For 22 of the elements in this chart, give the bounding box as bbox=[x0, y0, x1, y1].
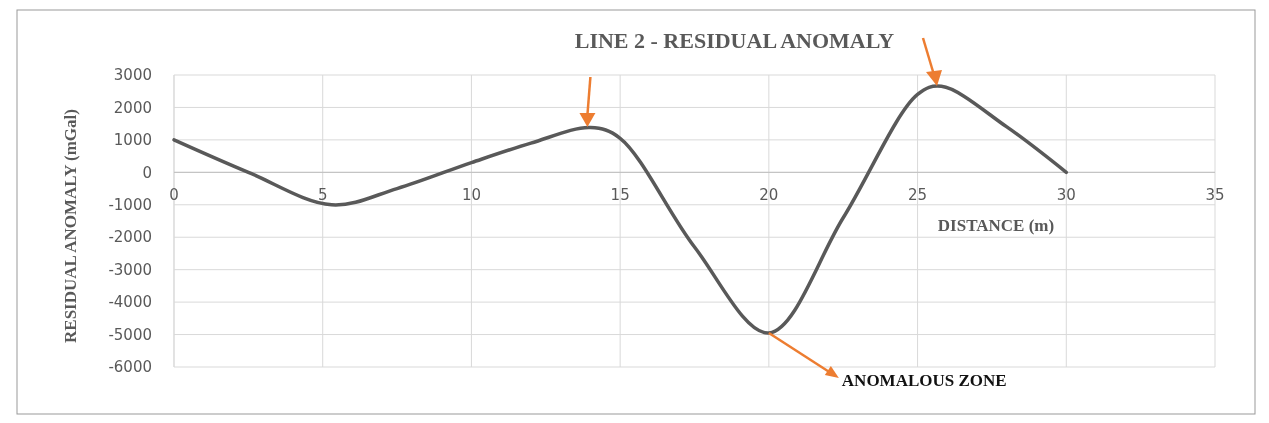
y-tick-label: -5000 bbox=[108, 325, 152, 344]
chart-title: LINE 2 - RESIDUAL ANOMALY bbox=[574, 28, 895, 53]
x-tick-label: 25 bbox=[908, 186, 928, 205]
x-tick-label: 20 bbox=[759, 186, 779, 205]
y-axis-title: RESIDUAL ANOMALY (mGal) bbox=[61, 109, 80, 343]
x-tick-label: 5 bbox=[317, 186, 328, 205]
y-tick-label: 2000 bbox=[113, 98, 152, 117]
x-tick-label: 15 bbox=[610, 186, 630, 205]
x-axis-title: DISTANCE (m) bbox=[937, 216, 1055, 236]
y-tick-label: 3000 bbox=[113, 66, 152, 85]
y-tick-label: -6000 bbox=[108, 358, 152, 377]
y-tick-label: 1000 bbox=[113, 131, 152, 150]
annotation: ANOMALOUS ZONE bbox=[841, 370, 1007, 390]
x-tick-label: 35 bbox=[1205, 186, 1225, 205]
y-tick-label: 0 bbox=[142, 163, 152, 182]
y-tick-label: -3000 bbox=[108, 260, 152, 279]
y-tick-label: -2000 bbox=[108, 228, 152, 247]
y-tick-label: -1000 bbox=[108, 196, 152, 215]
x-tick-label: 30 bbox=[1056, 186, 1076, 205]
x-tick-label: 0 bbox=[169, 186, 179, 205]
y-tick-label: -4000 bbox=[108, 293, 152, 312]
x-tick-label: 10 bbox=[461, 186, 481, 205]
